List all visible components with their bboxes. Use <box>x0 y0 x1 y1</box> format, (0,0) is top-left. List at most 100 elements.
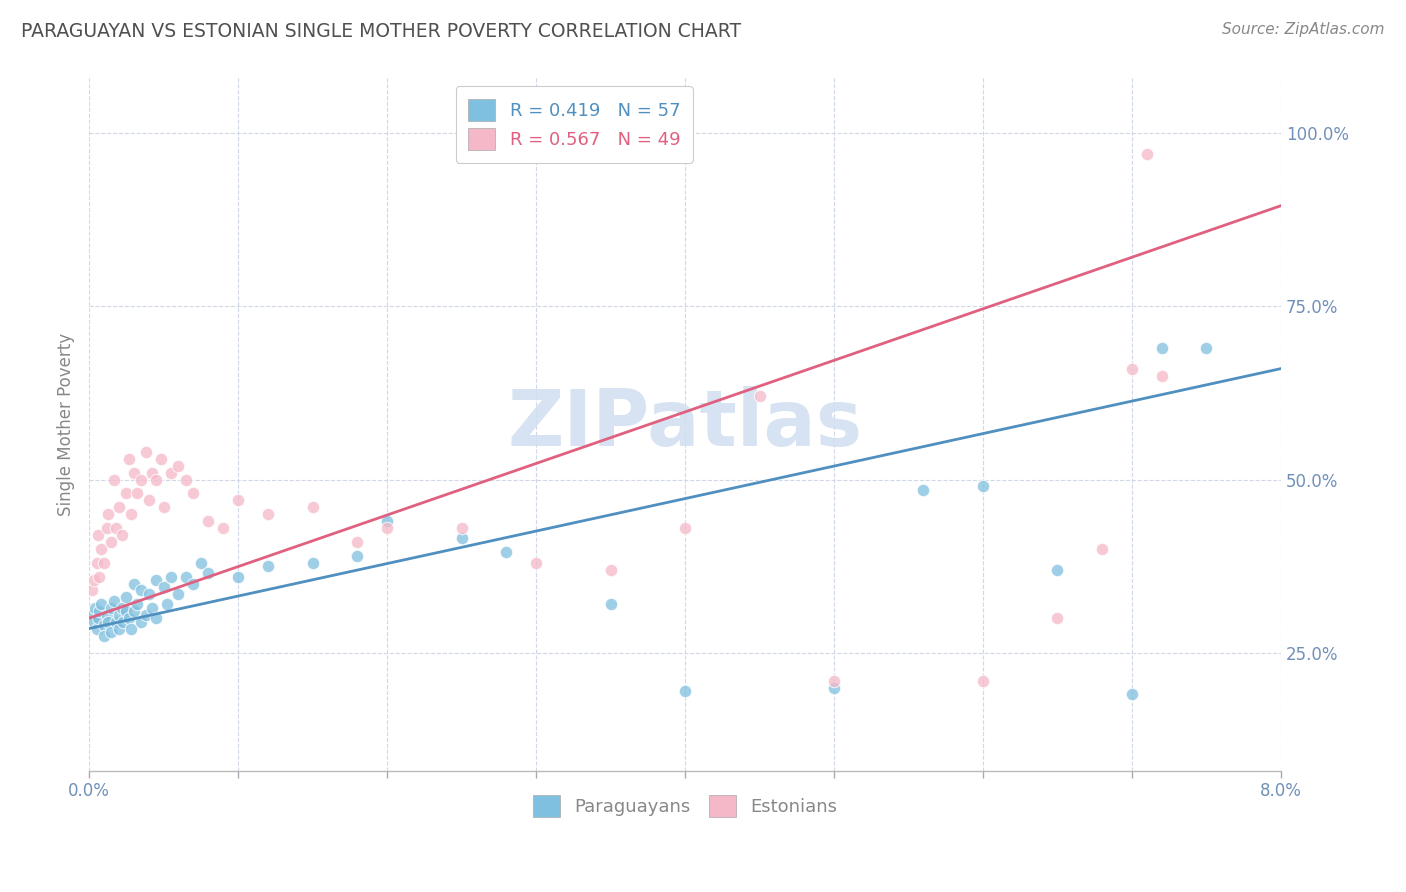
Point <box>972 673 994 688</box>
Point <box>1195 341 1218 355</box>
Point <box>87 528 110 542</box>
Point <box>183 486 205 500</box>
Point <box>155 597 177 611</box>
Point <box>135 607 157 622</box>
Point <box>257 559 280 574</box>
Text: PARAGUAYAN VS ESTONIAN SINGLE MOTHER POVERTY CORRELATION CHART: PARAGUAYAN VS ESTONIAN SINGLE MOTHER POV… <box>21 22 741 41</box>
Point <box>104 615 127 629</box>
Point <box>450 532 472 546</box>
Point <box>226 493 249 508</box>
Point <box>118 451 141 466</box>
Point <box>160 466 183 480</box>
Point <box>100 625 122 640</box>
Point <box>120 507 142 521</box>
Point <box>108 607 131 622</box>
Point <box>100 600 122 615</box>
Point <box>450 521 472 535</box>
Point <box>197 514 219 528</box>
Point <box>100 535 122 549</box>
Point <box>1091 541 1114 556</box>
Point <box>673 521 696 535</box>
Point <box>90 597 112 611</box>
Point <box>346 549 368 563</box>
Point <box>167 458 190 473</box>
Point <box>226 569 249 583</box>
Point <box>93 556 115 570</box>
Point <box>96 607 118 622</box>
Point <box>375 521 398 535</box>
Point <box>524 556 547 570</box>
Point <box>104 521 127 535</box>
Point <box>152 500 174 515</box>
Point <box>167 587 190 601</box>
Point <box>111 528 134 542</box>
Point <box>129 615 152 629</box>
Point <box>748 389 770 403</box>
Point <box>141 466 163 480</box>
Point <box>138 493 160 508</box>
Text: Source: ZipAtlas.com: Source: ZipAtlas.com <box>1222 22 1385 37</box>
Point <box>149 451 172 466</box>
Point <box>108 500 131 515</box>
Point <box>599 597 621 611</box>
Point <box>103 473 125 487</box>
Point <box>346 535 368 549</box>
Point <box>1046 611 1069 625</box>
Y-axis label: Single Mother Poverty: Single Mother Poverty <box>58 333 75 516</box>
Point <box>301 500 323 515</box>
Point <box>89 569 111 583</box>
Point <box>96 521 118 535</box>
Point <box>83 615 105 629</box>
Point <box>912 483 935 497</box>
Text: ZIPatlas: ZIPatlas <box>508 386 862 462</box>
Point <box>86 622 108 636</box>
Point <box>673 684 696 698</box>
Point <box>257 507 280 521</box>
Point <box>823 673 845 688</box>
Point <box>122 576 145 591</box>
Point <box>93 628 115 642</box>
Point <box>118 611 141 625</box>
Point <box>135 444 157 458</box>
Point <box>141 600 163 615</box>
Point <box>138 587 160 601</box>
Point <box>145 573 167 587</box>
Point <box>823 681 845 695</box>
Point <box>120 622 142 636</box>
Point <box>183 576 205 591</box>
Point <box>97 507 120 521</box>
Point <box>115 591 138 605</box>
Point <box>1150 341 1173 355</box>
Point <box>115 604 138 618</box>
Point <box>87 611 110 625</box>
Point <box>108 622 131 636</box>
Point <box>599 563 621 577</box>
Point <box>84 600 107 615</box>
Point <box>83 573 105 587</box>
Point <box>145 611 167 625</box>
Point <box>129 473 152 487</box>
Point <box>125 597 148 611</box>
Point <box>174 473 197 487</box>
Point <box>103 594 125 608</box>
Point <box>972 479 994 493</box>
Point <box>1046 563 1069 577</box>
Point <box>90 541 112 556</box>
Point <box>212 521 235 535</box>
Point <box>122 466 145 480</box>
Point <box>1121 688 1143 702</box>
Point <box>375 514 398 528</box>
Point <box>111 600 134 615</box>
Point <box>93 618 115 632</box>
Legend: Paraguayans, Estonians: Paraguayans, Estonians <box>526 788 845 824</box>
Point <box>301 556 323 570</box>
Point <box>80 607 103 622</box>
Point <box>115 486 138 500</box>
Point <box>190 556 212 570</box>
Point <box>89 604 111 618</box>
Point <box>174 569 197 583</box>
Point <box>160 569 183 583</box>
Point <box>112 615 135 629</box>
Point <box>125 486 148 500</box>
Point <box>129 583 152 598</box>
